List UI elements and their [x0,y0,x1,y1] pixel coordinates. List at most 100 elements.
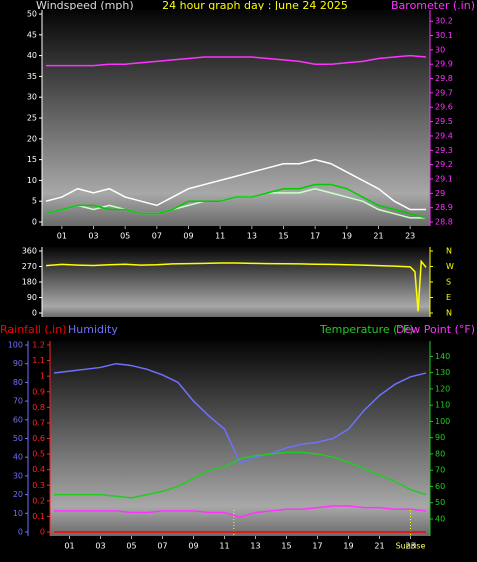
x-tick-label: 17 [312,542,322,551]
y-tick-label: 40 [27,51,37,60]
x-tick-label: 07 [157,542,167,551]
y2-tick-label: 40 [435,514,445,523]
x-tick-label: 11 [215,232,225,241]
y-tick-label: 0.1 [32,512,45,521]
y2-tick-label: 29.1 [435,174,453,183]
y-tick-label: 1.1 [32,356,45,365]
y3-tick-label: 60 [13,415,23,424]
series-line [46,54,427,67]
y2-tick-label: 29.4 [435,131,453,140]
series-line [45,158,426,211]
y3-tick-label: 50 [13,434,23,443]
x-tick-label: 01 [57,232,67,241]
y-tick-label: 0.9 [32,387,45,396]
x-tick-label: 05 [120,232,130,241]
y-tick-label: 20 [27,134,37,143]
y2-tick-label: 50 [435,498,445,507]
y2-tick-label: 100 [435,417,450,426]
x-tick-label: 01 [64,542,74,551]
y2-tick-label: 29.6 [435,103,453,112]
y2-tick-label: 70 [435,466,445,475]
y2-tick-label: 90 [435,433,445,442]
series-line [53,362,427,464]
x-tick-label: 03 [88,232,98,241]
y-tick-label: 180 [22,278,37,287]
y2-tick-label: 29.2 [435,160,453,169]
y-tick-label: 0 [40,528,45,537]
y2-tick-label: 30.2 [435,17,453,26]
series-line [54,451,427,499]
y-tick-label: 0.2 [32,496,45,505]
series-line [45,259,427,312]
y3-tick-label: 90 [13,359,23,368]
x-tick-label: 09 [183,232,193,241]
series-label: Temperature (°F) [319,323,414,336]
x-tick-label: 19 [342,232,352,241]
plot-area [50,341,430,536]
y2-tick-label: 29.5 [435,117,453,126]
y-tick-label: 0.4 [32,465,45,474]
y3-tick-label: 80 [13,378,23,387]
x-tick-label: 11 [219,542,229,551]
y2-tick-label: S [446,278,451,287]
x-tick-label: 23 [405,542,415,551]
y-tick-label: 0.5 [32,450,45,459]
y3-tick-label: 100 [8,341,23,350]
y2-tick-label: 110 [435,401,450,410]
x-tick-label: 05 [126,542,136,551]
y-tick-label: 45 [27,30,37,39]
y-tick-label: 30 [27,93,37,102]
x-tick-label: 03 [95,542,105,551]
y2-tick-label: E [446,293,451,302]
y-tick-label: 0 [32,309,37,318]
y-tick-label: 0.7 [32,418,45,427]
y-tick-label: 270 [22,262,37,271]
y3-tick-label: 30 [13,471,23,480]
y2-tick-label: 30 [435,45,445,54]
x-tick-label: 21 [374,542,384,551]
y3-tick-label: 0 [18,528,23,537]
y-tick-label: 0.6 [32,434,45,443]
x-tick-label: 09 [188,542,198,551]
y2-tick-label: 29.7 [435,88,453,97]
x-tick-label: 19 [343,542,353,551]
series-label: Humidity [68,323,118,336]
y2-tick-label: 30.1 [435,31,453,40]
y2-tick-label: 140 [435,352,450,361]
y2-axis-label: Barometer (.in) [391,0,475,12]
plot-area [42,247,430,317]
x-tick-label: 23 [405,232,415,241]
x-tick-label: 17 [310,232,320,241]
y2-tick-label: 29.8 [435,74,453,83]
series-label: Dew Point (°F) [396,323,475,336]
event-label: Sunrise [396,542,426,551]
plot-area [42,10,430,226]
y-tick-label: 5 [32,197,37,206]
y-tick-label: 1 [40,372,45,381]
y2-tick-label: W [446,262,454,271]
y2-tick-label: 28.8 [435,218,453,227]
series-line [54,505,427,519]
y-tick-label: 0.3 [32,481,45,490]
series-label: Rainfall (.in) [0,323,67,336]
x-tick-label: 15 [281,542,291,551]
y-tick-label: 1.2 [32,341,45,350]
y2-tick-label: N [446,247,452,256]
y-tick-label: 0.8 [32,403,45,412]
y3-tick-label: 10 [13,509,23,518]
y-tick-label: 35 [27,72,37,81]
y3-tick-label: 20 [13,490,23,499]
y2-tick-label: 80 [435,449,445,458]
x-tick-label: 15 [278,232,288,241]
y-tick-label: 25 [27,114,37,123]
y2-tick-label: N [446,309,452,318]
x-tick-label: 21 [373,232,383,241]
y3-tick-label: 40 [13,453,23,462]
y2-tick-label: 29.3 [435,146,453,155]
y-tick-label: 10 [27,176,37,185]
y2-tick-label: 60 [435,482,445,491]
y-axis-label: Windspeed (mph) [36,0,134,12]
x-tick-label: 13 [247,232,257,241]
y2-tick-label: 120 [435,384,450,393]
